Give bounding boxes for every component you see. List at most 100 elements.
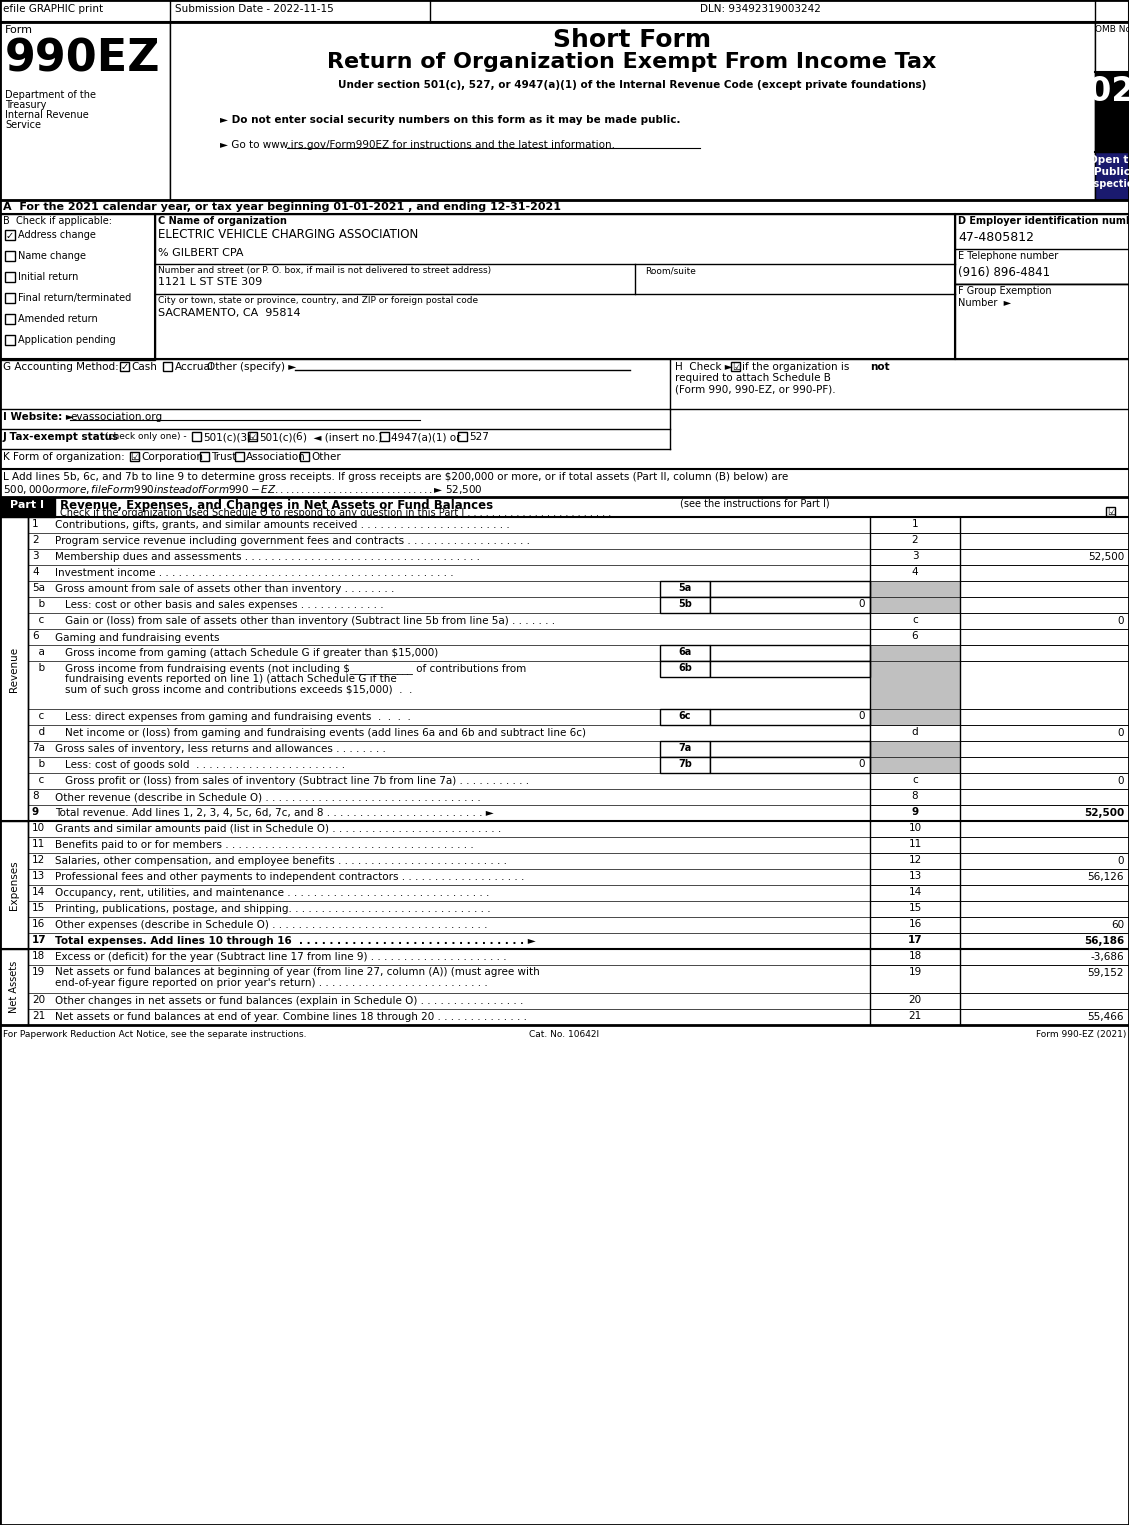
Text: 1: 1 (912, 518, 918, 529)
Text: 0: 0 (1118, 776, 1124, 785)
Bar (0, 517, 28, 820)
Bar (0, 820, 28, 949)
Text: Program service revenue including government fees and contracts . . . . . . . . : Program service revenue including govern… (55, 535, 530, 546)
Text: Net assets or fund balances at beginning of year (from line 27, column (A)) (mus: Net assets or fund balances at beginning… (55, 967, 540, 978)
Bar (870, 549, 960, 564)
Bar (960, 756, 1129, 773)
Bar (130, 451, 139, 461)
Text: Other: Other (310, 451, 341, 462)
Text: Net income or (loss) from gaming and fundraising events (add lines 6a and 6b and: Net income or (loss) from gaming and fun… (65, 727, 586, 738)
Bar (960, 645, 1129, 660)
Bar (960, 549, 1129, 564)
Bar (870, 917, 960, 933)
Text: 0: 0 (1118, 616, 1124, 625)
Bar (960, 596, 1129, 613)
Text: )  ◄ (insert no.): ) ◄ (insert no.) (303, 432, 383, 442)
Bar (960, 933, 1129, 949)
Text: 17: 17 (32, 935, 46, 945)
Text: 59,152: 59,152 (1087, 968, 1124, 978)
Text: 501(c)(: 501(c)( (259, 432, 297, 442)
Text: Association: Association (246, 451, 306, 462)
Bar (200, 451, 209, 461)
Text: 5a: 5a (32, 583, 45, 593)
Bar (870, 901, 960, 917)
Text: H  Check ►: H Check ► (675, 361, 733, 372)
Text: Other expenses (describe in Schedule O) . . . . . . . . . . . . . . . . . . . . : Other expenses (describe in Schedule O) … (55, 920, 488, 930)
Bar (0, 21, 170, 200)
Bar (870, 517, 960, 534)
Bar (870, 788, 960, 805)
Text: 4: 4 (912, 567, 918, 576)
Text: 9: 9 (911, 807, 919, 817)
Text: Grants and similar amounts paid (list in Schedule O) . . . . . . . . . . . . . .: Grants and similar amounts paid (list in… (55, 824, 501, 834)
Text: Other changes in net assets or fund balances (explain in Schedule O) . . . . . .: Other changes in net assets or fund bala… (55, 996, 524, 1006)
Text: c: c (912, 615, 918, 625)
Bar (960, 628, 1129, 645)
Text: Address change: Address change (18, 230, 96, 239)
Text: Net Assets: Net Assets (9, 961, 19, 1013)
Text: Revenue: Revenue (9, 647, 19, 691)
Text: Gross sales of inventory, less returns and allowances . . . . . . . .: Gross sales of inventory, less returns a… (55, 744, 386, 753)
Bar (960, 869, 1129, 884)
Text: SACRAMENTO, CA  95814: SACRAMENTO, CA 95814 (158, 308, 300, 319)
Bar (870, 820, 960, 837)
Text: Gross amount from sale of assets other than inventory . . . . . . . .: Gross amount from sale of assets other t… (55, 584, 394, 595)
Text: 11: 11 (909, 839, 921, 849)
Bar (870, 837, 960, 852)
Bar (960, 949, 1129, 965)
Bar (870, 773, 960, 788)
Bar (730, 361, 739, 371)
Bar (660, 709, 710, 724)
Text: Cash: Cash (131, 361, 157, 372)
Text: 52,500: 52,500 (1087, 552, 1124, 563)
Text: Printing, publications, postage, and shipping. . . . . . . . . . . . . . . . . .: Printing, publications, postage, and shi… (55, 904, 491, 913)
Text: Less: cost or other basis and sales expenses . . . . . . . . . . . . .: Less: cost or other basis and sales expe… (65, 599, 384, 610)
Text: DLN: 93492319003242: DLN: 93492319003242 (700, 5, 821, 14)
Bar (120, 361, 129, 371)
Text: 11: 11 (32, 839, 45, 849)
Text: Contributions, gifts, grants, and similar amounts received . . . . . . . . . . .: Contributions, gifts, grants, and simila… (55, 520, 510, 531)
Text: Number  ►: Number ► (959, 297, 1012, 308)
Bar (870, 645, 960, 660)
Text: 12: 12 (909, 856, 921, 865)
Text: 6: 6 (32, 631, 38, 640)
Text: Return of Organization Exempt From Income Tax: Return of Organization Exempt From Incom… (327, 52, 937, 72)
Text: 16: 16 (32, 920, 45, 929)
Text: 18: 18 (909, 952, 921, 961)
Text: 14: 14 (32, 888, 45, 897)
Text: B  Check if applicable:: B Check if applicable: (3, 217, 112, 226)
Bar (1106, 506, 1115, 515)
Text: 8: 8 (32, 791, 38, 801)
Text: D Employer identification number: D Employer identification number (959, 217, 1129, 226)
Text: 7a: 7a (679, 743, 692, 753)
Text: Other revenue (describe in Schedule O) . . . . . . . . . . . . . . . . . . . . .: Other revenue (describe in Schedule O) .… (55, 791, 481, 802)
Text: 0: 0 (1118, 727, 1124, 738)
Bar (5, 336, 15, 345)
Text: evassociation.org: evassociation.org (70, 412, 163, 422)
Bar (870, 628, 960, 645)
Text: 5a: 5a (679, 583, 692, 593)
Text: Net assets or fund balances at end of year. Combine lines 18 through 20 . . . . : Net assets or fund balances at end of ye… (55, 1013, 527, 1022)
Bar (870, 805, 960, 820)
Text: F Group Exemption: F Group Exemption (959, 287, 1051, 296)
Text: 501(c)(3): 501(c)(3) (203, 432, 251, 442)
Bar (155, 214, 955, 358)
Text: Public: Public (1094, 168, 1129, 177)
Text: Final return/terminated: Final return/terminated (18, 293, 131, 303)
Bar (870, 869, 960, 884)
Text: Salaries, other compensation, and employee benefits . . . . . . . . . . . . . . : Salaries, other compensation, and employ… (55, 856, 507, 866)
Bar (960, 534, 1129, 549)
Bar (163, 361, 172, 371)
Text: L Add lines 5b, 6c, and 7b to line 9 to determine gross receipts. If gross recei: L Add lines 5b, 6c, and 7b to line 9 to … (3, 473, 788, 482)
Bar (1095, 21, 1129, 72)
Bar (960, 660, 1129, 709)
Bar (660, 645, 710, 660)
Text: Revenue, Expenses, and Changes in Net Assets or Fund Balances: Revenue, Expenses, and Changes in Net As… (60, 499, 493, 512)
Bar (192, 432, 201, 441)
Text: Check if the organization used Schedule O to respond to any question in this Par: Check if the organization used Schedule … (60, 508, 611, 518)
Text: $500,000 or more, file Form 990 instead of Form 990-EZ . . . . . . . . . . . . .: $500,000 or more, file Form 990 instead … (3, 483, 483, 496)
Text: ► Go to www.irs.gov/Form990EZ for instructions and the latest information.: ► Go to www.irs.gov/Form990EZ for instru… (220, 140, 615, 149)
Bar (960, 724, 1129, 741)
Text: a: a (32, 647, 45, 657)
Text: c: c (32, 711, 44, 721)
